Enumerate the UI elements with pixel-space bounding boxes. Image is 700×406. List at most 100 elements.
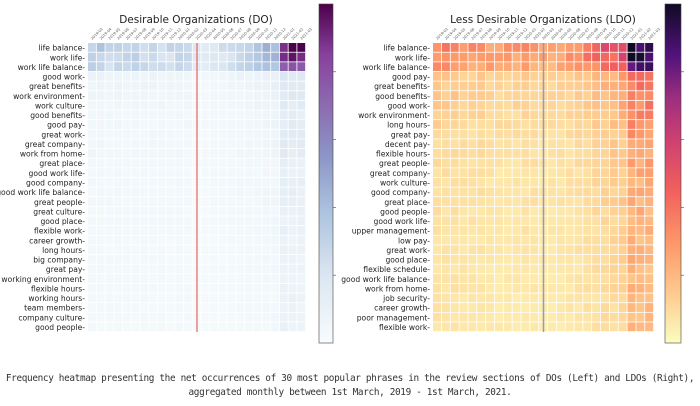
heatmap-cell <box>157 129 166 139</box>
heatmap-cell <box>468 43 477 52</box>
heatmap-cell <box>96 322 105 332</box>
heatmap-cell <box>583 120 592 129</box>
heatmap-cell <box>157 168 166 178</box>
heatmap-cell <box>149 226 157 235</box>
heatmap-cell <box>450 216 459 226</box>
heatmap-cell <box>288 216 297 226</box>
heatmap-cell <box>218 100 227 110</box>
heatmap-cell <box>175 264 184 274</box>
heatmap-cell <box>433 312 442 322</box>
heatmap-cell <box>503 81 512 91</box>
heatmap-cell <box>236 43 245 52</box>
heatmap-cell <box>105 216 114 226</box>
heatmap-cell <box>114 158 123 168</box>
heatmap-cell <box>618 43 627 52</box>
heatmap-cell <box>512 264 521 274</box>
heatmap-cell <box>227 129 236 139</box>
heatmap-cell <box>201 312 210 322</box>
heatmap-cell <box>114 43 123 52</box>
heatmap-cell <box>279 139 288 149</box>
heatmap-cell <box>297 158 306 168</box>
heatmap-cell <box>183 283 192 293</box>
heatmap-cell <box>166 177 175 187</box>
heatmap-cell <box>565 43 574 52</box>
heatmap-cell <box>88 245 96 255</box>
heatmap-cell <box>547 274 556 284</box>
heatmap-cell <box>262 274 271 284</box>
heatmap-cell <box>201 245 210 255</box>
heatmap-cell <box>565 254 574 264</box>
heatmap-cell <box>131 312 140 322</box>
heatmap-cell <box>175 81 184 91</box>
heatmap-cell <box>556 148 565 158</box>
heatmap-cell <box>618 187 627 197</box>
heatmap-cell <box>433 110 442 120</box>
heatmap-cell <box>618 264 627 274</box>
heatmap-cell <box>521 226 530 235</box>
heatmap-cell <box>114 187 123 197</box>
y-tick-label: good work life- <box>29 169 86 178</box>
heatmap-cell <box>574 293 583 303</box>
heatmap-cell <box>530 322 539 332</box>
heatmap-cell <box>297 283 306 293</box>
heatmap-cell <box>645 100 654 110</box>
y-tick-label: great benefits- <box>29 82 85 91</box>
heatmap-cell <box>253 187 262 197</box>
heatmap-cell <box>486 71 495 81</box>
heatmap-cell <box>556 71 565 81</box>
heatmap-cell <box>88 312 96 322</box>
heatmap-cell <box>600 187 609 197</box>
heatmap-cell <box>645 274 654 284</box>
heatmap-cell <box>175 71 184 81</box>
y-tick-label: job security- <box>382 294 430 303</box>
heatmap-cell <box>271 303 280 312</box>
heatmap-cell <box>494 100 503 110</box>
heatmap-cell <box>468 303 477 312</box>
heatmap-cell <box>175 206 184 216</box>
heatmap-cell <box>271 81 280 91</box>
heatmap-cell <box>486 322 495 332</box>
heatmap-cell <box>140 235 149 245</box>
heatmap-cell <box>486 245 495 255</box>
heatmap-cell <box>175 303 184 312</box>
heatmap-cell <box>201 293 210 303</box>
heatmap-cell <box>521 129 530 139</box>
heatmap-cell <box>288 322 297 332</box>
heatmap-cell <box>468 206 477 216</box>
heatmap-cell <box>636 235 645 245</box>
heatmap-cell <box>486 197 495 206</box>
heatmap-cell <box>477 62 486 72</box>
heatmap-cell <box>450 312 459 322</box>
heatmap-cell <box>627 283 636 293</box>
heatmap-cell <box>477 120 486 129</box>
heatmap-cell <box>521 81 530 91</box>
heatmap-cell <box>218 139 227 149</box>
heatmap-cell <box>503 206 512 216</box>
heatmap-cell <box>503 264 512 274</box>
heatmap-cell <box>218 187 227 197</box>
heatmap-cell <box>105 206 114 216</box>
heatmap-cell <box>253 168 262 178</box>
heatmap-cell <box>503 226 512 235</box>
heatmap-cell <box>218 245 227 255</box>
heatmap-cell <box>88 43 96 52</box>
heatmap-cell <box>227 120 236 129</box>
heatmap-cell <box>486 129 495 139</box>
heatmap-cell <box>131 139 140 149</box>
heatmap-cell <box>645 120 654 129</box>
heatmap-cell <box>441 254 450 264</box>
heatmap-cell <box>609 264 618 274</box>
heatmap-cell <box>503 52 512 62</box>
heatmap-cell <box>565 62 574 72</box>
heatmap-cell <box>149 177 157 187</box>
heatmap-cell <box>645 235 654 245</box>
heatmap-cell <box>600 81 609 91</box>
heatmap-cell <box>131 120 140 129</box>
heatmap-cell <box>218 52 227 62</box>
heatmap-cell <box>459 293 468 303</box>
heatmap-cell <box>288 62 297 72</box>
y-tick-label: great people- <box>379 159 430 168</box>
heatmap-cell <box>468 120 477 129</box>
heatmap-cell <box>122 216 131 226</box>
heatmap-cell <box>157 226 166 235</box>
